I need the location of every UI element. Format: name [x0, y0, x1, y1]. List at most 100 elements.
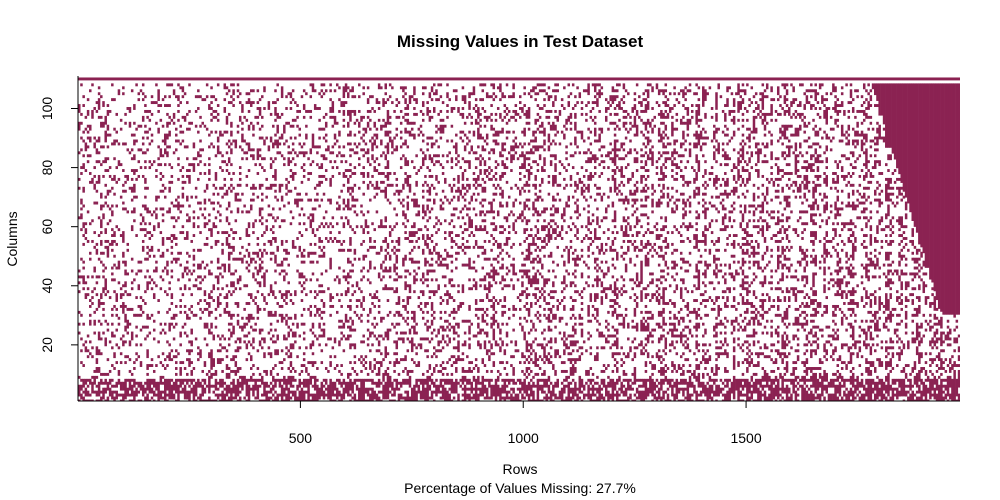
missing-cell-run: [512, 140, 515, 143]
missing-cell-run: [415, 154, 418, 157]
missing-cell-run: [164, 379, 167, 402]
missing-cell-run: [369, 119, 372, 122]
missing-cell-run: [413, 385, 416, 403]
missing-cell-run: [228, 373, 231, 379]
missing-cell-run: [556, 349, 559, 355]
missing-cell-run: [199, 207, 202, 210]
missing-cell-run: [457, 284, 460, 287]
missing-cell-run: [515, 382, 518, 385]
missing-cell-run: [499, 151, 502, 157]
missing-cell-run: [464, 340, 467, 346]
missing-cell-run: [340, 373, 343, 376]
missing-cell-run: [87, 145, 90, 148]
missing-cell-run: [378, 311, 381, 314]
missing-cell-run: [239, 172, 242, 175]
missing-cell-run: [415, 213, 418, 216]
missing-cell-run: [418, 210, 421, 216]
missing-cell-run: [146, 379, 149, 391]
missing-cell-run: [526, 367, 529, 373]
missing-cell-run: [257, 172, 260, 175]
missing-cell-run: [98, 175, 101, 184]
missing-cell-run: [347, 86, 350, 89]
missing-cell-run: [124, 181, 127, 184]
missing-cell-run: [468, 131, 471, 134]
missing-cell-run: [422, 151, 425, 154]
missing-cell-run: [318, 205, 321, 208]
missing-cell-run: [338, 240, 341, 243]
missing-cell-run: [334, 116, 337, 125]
missing-cell-run: [634, 116, 637, 128]
missing-cell-run: [431, 290, 434, 293]
missing-cell-run: [627, 131, 630, 134]
missing-cell-run: [133, 122, 136, 125]
missing-cell-run: [195, 337, 198, 340]
missing-cell-run: [292, 376, 295, 382]
missing-cell-run: [190, 370, 193, 376]
missing-cell-run: [607, 311, 610, 314]
missing-cell-run: [232, 326, 235, 335]
missing-cell-run: [85, 116, 88, 119]
missing-cell-run: [598, 110, 601, 113]
missing-cell-run: [446, 361, 449, 364]
missing-cell-run: [614, 394, 617, 397]
missing-cell-run: [290, 397, 293, 400]
missing-cell-run: [303, 142, 306, 145]
missing-cell-run: [274, 255, 277, 264]
missing-cell-run: [96, 358, 99, 364]
missing-cell-run: [268, 346, 271, 349]
missing-cell-run: [246, 151, 249, 154]
missing-cell-run: [477, 340, 480, 346]
missing-cell-run: [548, 358, 551, 364]
missing-cell-run: [479, 343, 482, 349]
missing-cell-run: [80, 379, 83, 382]
missing-cell-run: [263, 249, 266, 252]
missing-cell-run: [166, 210, 169, 213]
missing-cell-run: [113, 193, 116, 196]
missing-cell-run: [129, 340, 132, 346]
missing-cell-run: [349, 89, 352, 92]
missing-cell-run: [354, 142, 357, 145]
missing-cell-run: [451, 326, 454, 329]
missing-cell-run: [627, 178, 630, 184]
missing-cell-run: [287, 264, 290, 267]
missing-cell-run: [281, 379, 284, 382]
missing-cell-run: [301, 284, 304, 287]
missing-cell-run: [437, 113, 440, 116]
missing-cell-run: [162, 237, 165, 246]
missing-cell-run: [453, 184, 456, 187]
missing-cell-run: [532, 323, 535, 329]
missing-cell-run: [354, 184, 357, 187]
missing-cell-run: [215, 131, 218, 134]
missing-cell-run: [265, 196, 268, 199]
missing-cell-run: [568, 272, 571, 275]
missing-cell-run: [598, 187, 601, 190]
missing-cell-run: [609, 122, 612, 125]
missing-cell-run: [122, 207, 125, 210]
missing-cell-run: [175, 361, 178, 364]
missing-cell-run: [545, 234, 548, 237]
missing-cell-run: [80, 349, 83, 352]
missing-cell-run: [451, 284, 454, 287]
missing-cell-run: [409, 122, 412, 125]
missing-cell-run: [184, 305, 187, 308]
missing-cell-run: [490, 317, 493, 320]
missing-cell-run: [336, 311, 339, 314]
missing-cell-run: [129, 323, 132, 326]
missing-cell-run: [345, 101, 348, 104]
missing-cell-run: [316, 184, 319, 187]
missing-cell-run: [221, 231, 224, 234]
missing-cell-run: [407, 160, 410, 166]
missing-cell-run: [296, 397, 299, 403]
missing-cell-run: [166, 293, 169, 296]
missing-cell-run: [455, 332, 458, 335]
missing-cell-run: [382, 225, 385, 228]
missing-cell-run: [210, 373, 213, 379]
missing-cell-run: [433, 382, 436, 388]
missing-cell-run: [257, 107, 260, 110]
missing-cell-run: [387, 142, 390, 154]
missing-cell-run: [285, 320, 288, 326]
missing-cell-run: [444, 320, 447, 323]
missing-cell-run: [581, 346, 584, 349]
missing-cell-run: [431, 86, 434, 92]
missing-cell-run: [340, 326, 343, 329]
